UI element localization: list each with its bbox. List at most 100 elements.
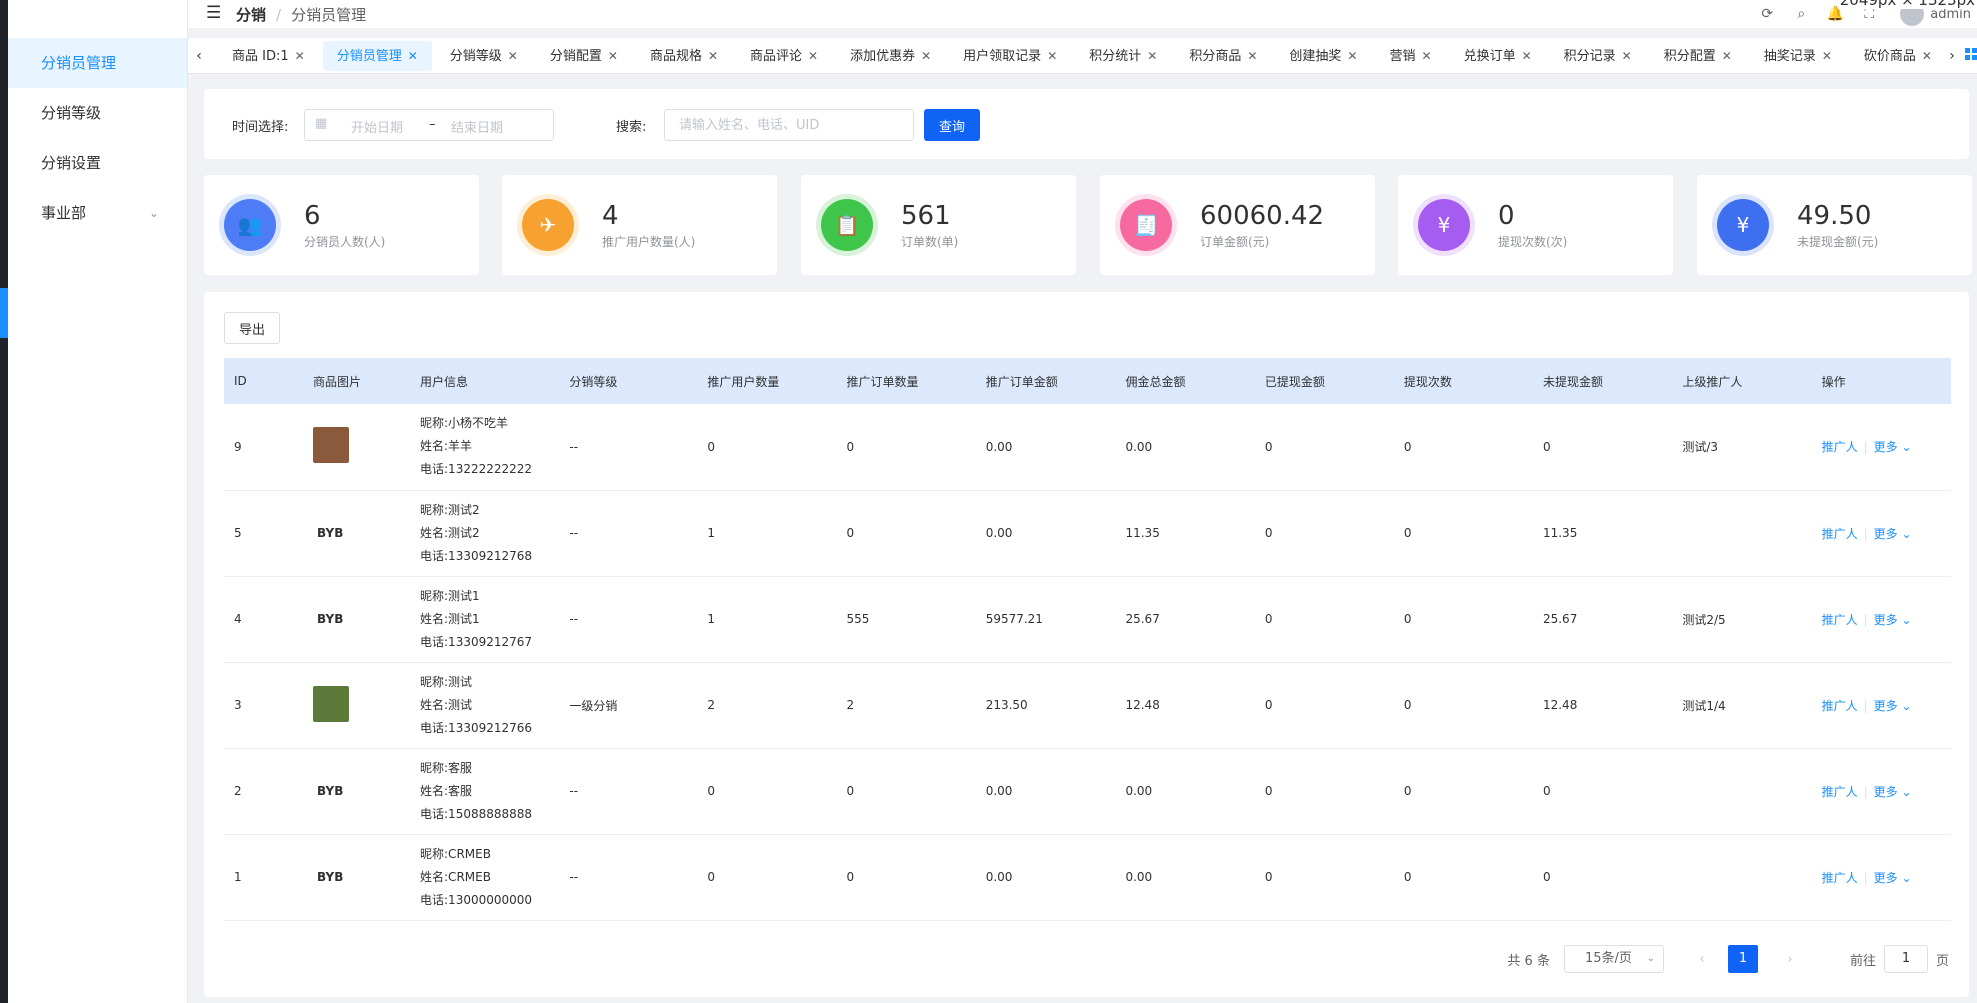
page-number-current[interactable]: 1 xyxy=(1727,945,1758,973)
close-icon[interactable]: ✕ xyxy=(1821,49,1832,63)
grid-menu-icon[interactable] xyxy=(1965,48,1977,60)
promoter-link[interactable]: 推广人 xyxy=(1821,870,1858,885)
tab-label: 抽奖记录 xyxy=(1763,49,1816,64)
product-image-cell xyxy=(303,404,410,490)
sidebar-item-2[interactable]: 分销设置 xyxy=(8,138,187,188)
more-dropdown[interactable]: 更多 xyxy=(1873,698,1898,713)
tab-2[interactable]: 分销等级 ✕ xyxy=(436,41,532,71)
tab-0[interactable]: 商品 ID:1 ✕ xyxy=(218,41,319,71)
tab-14[interactable]: 积分配置 ✕ xyxy=(1650,41,1746,71)
tab-label: 用户领取记录 xyxy=(963,49,1042,64)
tab-13[interactable]: 积分记录 ✕ xyxy=(1550,41,1646,71)
user-name: 姓名:CRMEB xyxy=(420,869,491,884)
tab-12[interactable]: 兑换订单 ✕ xyxy=(1450,41,1546,71)
close-icon[interactable]: ✕ xyxy=(607,49,618,63)
search-input[interactable] xyxy=(664,109,914,141)
sidebar-item-3[interactable]: 事业部 ⌄ xyxy=(8,188,187,238)
table-row: 4 BYB 昵称:测试1 姓名:测试1 电话:13309212767 -- 1 555 5957… xyxy=(224,576,1951,662)
stat-label: 提现次数(次) xyxy=(1498,235,1568,249)
total-count: 共 6 条 xyxy=(1507,953,1550,969)
close-icon[interactable]: ✕ xyxy=(1047,49,1058,63)
search-icon[interactable]: ⌕ xyxy=(1797,6,1806,22)
tab-1[interactable]: 分销员管理 ✕ xyxy=(322,41,432,71)
tab-16[interactable]: 砍价商品 ✕ xyxy=(1850,41,1946,71)
bell-icon[interactable]: 🔔 xyxy=(1826,6,1844,22)
close-icon[interactable]: ✕ xyxy=(1421,49,1432,63)
refresh-icon[interactable]: ⟳ xyxy=(1761,6,1774,22)
cell-unwithdrawn: 0 xyxy=(1542,784,1551,798)
more-dropdown[interactable]: 更多 xyxy=(1873,870,1898,885)
promoter-link[interactable]: 推广人 xyxy=(1821,698,1858,713)
start-date-placeholder[interactable]: 开始日期 xyxy=(351,121,404,136)
more-dropdown[interactable]: 更多 xyxy=(1873,784,1898,799)
close-icon[interactable]: ✕ xyxy=(507,49,518,63)
close-icon[interactable]: ✕ xyxy=(1521,49,1532,63)
tab-15[interactable]: 抽奖记录 ✕ xyxy=(1750,41,1846,71)
close-icon[interactable]: ✕ xyxy=(407,49,418,63)
promoter-link[interactable]: 推广人 xyxy=(1821,440,1858,455)
cell-orders: 0 xyxy=(846,439,855,454)
tab-11[interactable]: 营销 ✕ xyxy=(1375,41,1445,71)
close-icon[interactable]: ✕ xyxy=(1247,49,1258,63)
tab-5[interactable]: 商品评论 ✕ xyxy=(736,41,832,71)
close-icon[interactable]: ✕ xyxy=(294,49,305,63)
sidebar-item-label: 分销等级 xyxy=(41,104,102,122)
column-header: 提现次数 xyxy=(1403,374,1452,389)
close-icon[interactable]: ✕ xyxy=(1621,49,1632,63)
more-dropdown[interactable]: 更多 xyxy=(1873,440,1898,455)
time-label: 时间选择: xyxy=(232,120,289,135)
chevron-down-icon: ⌄ xyxy=(1897,784,1912,799)
page-size-select[interactable]: 15条/页 ⌄ xyxy=(1563,945,1664,973)
promoter-link[interactable]: 推广人 xyxy=(1821,784,1858,799)
date-range-picker[interactable]: ▦ 开始日期 – 结束日期 xyxy=(304,109,554,141)
cell-level: -- xyxy=(569,612,579,626)
query-button[interactable]: 查询 xyxy=(924,109,980,141)
promoter-link[interactable]: 推广人 xyxy=(1821,612,1858,627)
user-name: 姓名:测试2 xyxy=(420,525,480,540)
tab-4[interactable]: 商品规格 ✕ xyxy=(636,41,732,71)
tab-9[interactable]: 积分商品 ✕ xyxy=(1175,41,1271,71)
menu-toggle-icon[interactable]: ☰ xyxy=(206,3,222,23)
next-page-icon[interactable]: › xyxy=(1787,951,1793,967)
more-dropdown[interactable]: 更多 xyxy=(1873,526,1898,541)
more-dropdown[interactable]: 更多 xyxy=(1873,612,1898,627)
table-row: 9 昵称:小杨不吃羊 姓名:羊羊 电话:13222222222 -- 0 0 0.00 0.00… xyxy=(224,404,1951,490)
stat-label: 订单金额(元) xyxy=(1200,235,1270,249)
cell-withdrawn: 0 xyxy=(1264,526,1273,540)
admin-username[interactable]: admin xyxy=(1930,6,1971,22)
tab-3[interactable]: 分销配置 ✕ xyxy=(536,41,632,71)
tab-10[interactable]: 创建抽奖 ✕ xyxy=(1275,41,1371,71)
export-button[interactable]: 导出 xyxy=(224,312,280,344)
prev-page-icon[interactable]: ‹ xyxy=(1699,951,1705,967)
page-size-value: 15条/页 xyxy=(1584,951,1632,966)
close-icon[interactable]: ✕ xyxy=(1921,49,1932,63)
brand-logo-text: BYB xyxy=(317,870,344,884)
tab-6[interactable]: 添加优惠券 ✕ xyxy=(836,41,945,71)
close-icon[interactable]: ✕ xyxy=(808,49,819,63)
close-icon[interactable]: ✕ xyxy=(707,49,719,63)
stat-value: 561 xyxy=(901,201,951,231)
tab-7[interactable]: 用户领取记录 ✕ xyxy=(949,41,1071,71)
close-icon[interactable]: ✕ xyxy=(1147,49,1158,63)
close-icon[interactable]: ✕ xyxy=(1347,49,1358,63)
tabs-scroll-right-icon[interactable]: › xyxy=(1941,38,1963,73)
user-info: 昵称:测试1 姓名:测试1 电话:13309212767 xyxy=(410,576,559,662)
fullscreen-icon[interactable]: ⛶ xyxy=(1864,6,1875,22)
cell-upline xyxy=(1672,490,1811,576)
tab-label: 分销员管理 xyxy=(336,49,402,64)
breadcrumb-root[interactable]: 分销 xyxy=(236,6,267,24)
sidebar-item-0[interactable]: 分销员管理 xyxy=(8,38,187,88)
sidebar-item-1[interactable]: 分销等级 xyxy=(8,88,187,138)
end-date-placeholder[interactable]: 结束日期 xyxy=(451,121,504,136)
divider: | xyxy=(1863,870,1868,885)
stat-card: 📋 561 订单数(单) xyxy=(801,175,1076,275)
close-icon[interactable]: ✕ xyxy=(1721,49,1732,63)
user-info: 昵称:小杨不吃羊 姓名:羊羊 电话:13222222222 xyxy=(410,404,559,490)
close-icon[interactable]: ✕ xyxy=(921,49,932,63)
clipboard-icon: 📋 xyxy=(821,199,873,251)
tab-8[interactable]: 积分统计 ✕ xyxy=(1075,41,1171,71)
goto-page-input[interactable]: 1 xyxy=(1883,945,1928,973)
promoter-link[interactable]: 推广人 xyxy=(1821,526,1858,541)
tabs-scroll-left-icon[interactable]: ‹ xyxy=(188,38,210,73)
cell-comm: 12.48 xyxy=(1125,698,1160,712)
